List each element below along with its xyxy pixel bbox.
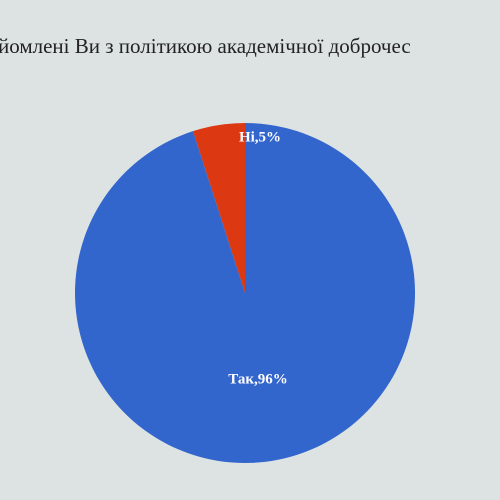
- chart-title: йомлені Ви з політикою академічної добро…: [0, 34, 411, 58]
- pie-slice: [75, 123, 416, 463]
- data-label: Так,96%: [228, 371, 288, 387]
- data-label: Ні,5%: [239, 129, 281, 145]
- pie-slice: [192, 123, 245, 293]
